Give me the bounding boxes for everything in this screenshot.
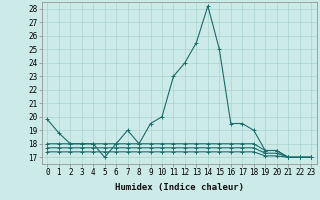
X-axis label: Humidex (Indice chaleur): Humidex (Indice chaleur) <box>115 183 244 192</box>
